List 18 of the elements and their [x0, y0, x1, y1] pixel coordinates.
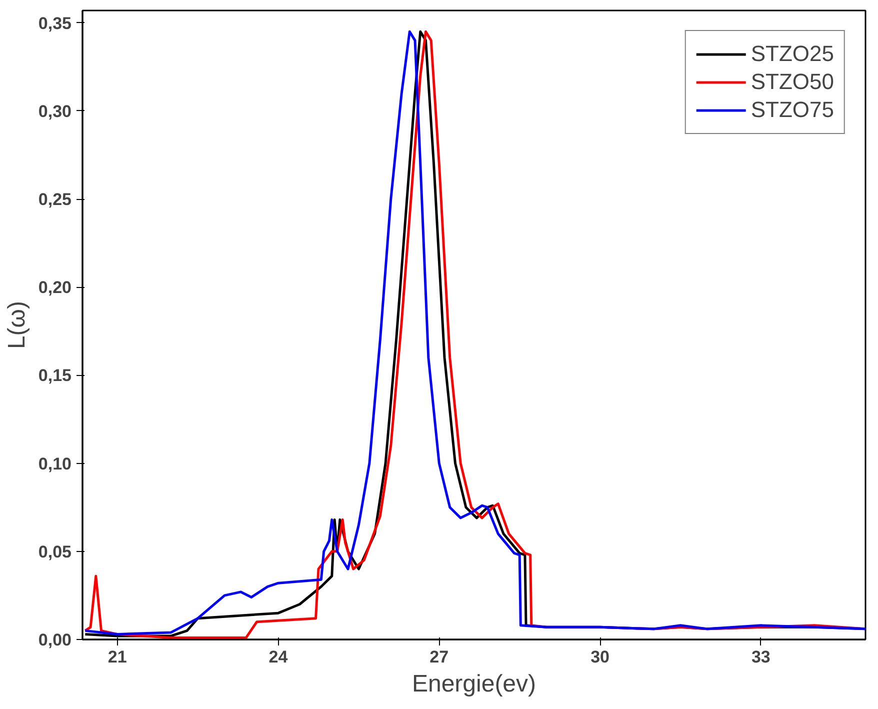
y-tick-label: 0,30 [38, 102, 72, 121]
y-tick-label: 0,35 [38, 14, 72, 33]
legend-label: STZO25 [750, 41, 834, 67]
x-tick-label: 33 [751, 648, 770, 666]
legend-label: STZO50 [750, 69, 834, 95]
y-tick-label: 0,10 [38, 454, 72, 474]
y-tick-label: 0,20 [38, 278, 72, 298]
x-tick-label: 27 [430, 648, 449, 666]
y-tick-label: 0,05 [38, 542, 72, 562]
y-tick-label: 0,00 [38, 630, 72, 650]
x-axis-title: Energie(ev) [412, 670, 536, 698]
legend-label: STZO75 [750, 97, 834, 123]
y-tick-label: 0,25 [38, 190, 72, 210]
x-tick-label: 24 [268, 648, 288, 666]
x-tick-label: 21 [108, 648, 127, 666]
x-tick-label: 30 [590, 648, 610, 666]
y-axis-title: L(ω) [3, 300, 30, 350]
y-tick-label: 0,15 [38, 366, 72, 386]
